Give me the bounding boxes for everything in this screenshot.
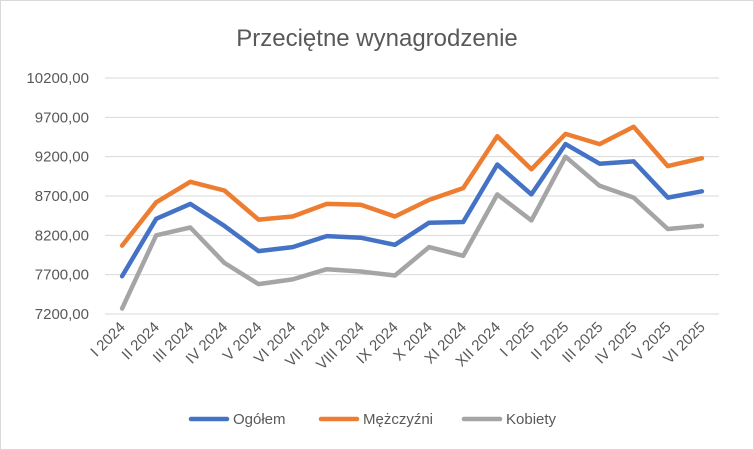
y-axis-ticks: 7200,00 7700,00 8200,00 8700,00 9200,00 9700,… xyxy=(26,70,89,323)
y-tick-label: 10200,00 xyxy=(26,70,89,87)
legend-label: Mężczyźni xyxy=(363,411,433,428)
chart-title: Przeciętne wynagrodzenie xyxy=(236,25,518,52)
y-tick-label: 8200,00 xyxy=(35,227,89,244)
legend-label: Kobiety xyxy=(506,411,557,428)
y-tick-label: 7200,00 xyxy=(35,306,89,323)
series-line-2 xyxy=(119,154,705,311)
y-tick-label: 7700,00 xyxy=(35,267,89,284)
series-lines xyxy=(119,124,705,311)
y-tick-label: 8700,00 xyxy=(35,188,89,205)
legend-label: Ogółem xyxy=(233,411,286,428)
y-tick-label: 9200,00 xyxy=(35,149,89,166)
legend: Ogółem Mężczyźni Kobiety xyxy=(188,411,557,428)
y-tick-label: 9700,00 xyxy=(35,109,89,126)
series-line-0 xyxy=(119,141,705,279)
series-line-1 xyxy=(119,124,705,248)
